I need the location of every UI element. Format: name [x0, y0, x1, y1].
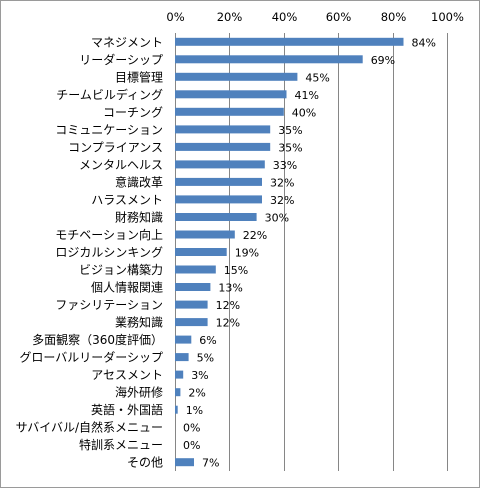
- category-label: モチベーション向上: [55, 227, 163, 242]
- value-label: 35%: [278, 141, 302, 154]
- value-label: 32%: [270, 176, 294, 189]
- value-label: 7%: [202, 457, 219, 470]
- bar: [175, 160, 265, 169]
- category-label: 目標管理: [115, 69, 163, 84]
- value-label: 35%: [278, 124, 302, 137]
- bar: [175, 142, 271, 151]
- bar: [175, 300, 208, 309]
- bar: [175, 370, 184, 379]
- category-label: マネジメント: [91, 35, 163, 49]
- bar: [175, 388, 181, 397]
- bar: [175, 248, 227, 256]
- value-label: 32%: [270, 194, 294, 207]
- category-label: 財務知識: [115, 210, 163, 225]
- category-label: 業務知識: [115, 316, 163, 330]
- bar: [175, 125, 271, 134]
- bar: [175, 405, 178, 414]
- value-label: 22%: [243, 229, 267, 242]
- bar: [175, 283, 211, 291]
- x-tick-label: 100%: [431, 10, 464, 24]
- bar: [175, 195, 262, 204]
- value-label: 84%: [412, 36, 436, 49]
- category-label: グローバルリーダーシップ: [19, 350, 163, 365]
- category-label: コンプライアンス: [68, 140, 163, 154]
- gridlines: [175, 33, 448, 471]
- value-label: 33%: [273, 159, 297, 172]
- value-label: 0%: [183, 422, 200, 435]
- category-label: 意識改革: [115, 174, 163, 189]
- category-label: 特訓系メニュー: [79, 437, 163, 452]
- category-label: アセスメント: [91, 368, 163, 382]
- category-label: コミュニケーション: [55, 123, 163, 137]
- x-tick-label: 0%: [166, 10, 184, 24]
- category-label: ハラスメント: [91, 193, 163, 207]
- value-label: 2%: [188, 387, 205, 400]
- category-label: ロジカルシンキング: [55, 246, 163, 260]
- bar: [175, 353, 189, 362]
- bar: [175, 230, 235, 239]
- value-label: 19%: [235, 247, 259, 260]
- value-label: 30%: [265, 212, 289, 225]
- category-label: 多面観察（360度評価）: [32, 332, 163, 347]
- value-label: 69%: [371, 54, 395, 67]
- x-tick-label: 40%: [272, 10, 298, 24]
- category-label: コーチング: [103, 105, 163, 119]
- category-label: ファシリテーション: [55, 298, 163, 312]
- bar: [175, 318, 208, 327]
- value-label: 13%: [218, 282, 242, 295]
- category-label: サバイバル/自然系メニュー: [16, 420, 163, 435]
- category-label: チームビルディング: [56, 87, 163, 102]
- bar: [175, 55, 363, 64]
- value-label: 0%: [183, 439, 200, 452]
- value-label: 15%: [224, 264, 248, 277]
- category-label: リーダーシップ: [79, 52, 163, 67]
- category-label: ビジョン構築力: [79, 262, 163, 277]
- value-label: 41%: [295, 89, 319, 102]
- bar: [175, 90, 287, 99]
- value-label: 12%: [216, 299, 240, 312]
- bar: [175, 72, 298, 81]
- bar: [175, 107, 284, 116]
- value-label: 5%: [197, 352, 214, 365]
- category-label: メンタルヘルス: [79, 158, 163, 172]
- value-label: 3%: [191, 369, 208, 382]
- x-tick-label: 20%: [217, 10, 243, 24]
- value-label: 1%: [186, 404, 203, 417]
- bar: [175, 265, 216, 274]
- x-tick-label: 60%: [326, 10, 352, 24]
- bar: [175, 213, 257, 221]
- category-label: 個人情報関連: [91, 281, 163, 295]
- x-axis-ticks: 0% 20% 40% 60% 80% 100%: [166, 10, 464, 24]
- value-label: 45%: [305, 71, 329, 84]
- category-label: 英語・外国語: [91, 402, 163, 417]
- x-tick-label: 80%: [381, 10, 407, 24]
- value-label: 6%: [199, 334, 216, 347]
- category-label: その他: [127, 456, 163, 470]
- bar: [175, 177, 262, 186]
- value-label: 12%: [216, 317, 240, 330]
- value-label: 40%: [292, 106, 316, 119]
- value-labels: 84% 69% 45% 41% 40% 35% 35% 33% 32% 32% 30% 22% 19% 1…: [183, 36, 436, 469]
- category-labels: マネジメントリーダーシップ目標管理チームビルディングコーチングコミュニケーション…: [16, 35, 163, 469]
- category-label: 海外研修: [115, 385, 163, 400]
- bars: [175, 37, 404, 467]
- bar: [175, 458, 194, 467]
- bar: [175, 37, 404, 46]
- bar: [175, 335, 192, 344]
